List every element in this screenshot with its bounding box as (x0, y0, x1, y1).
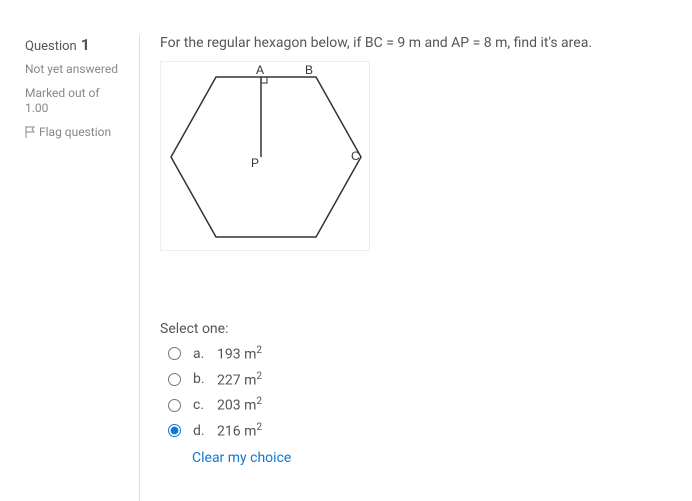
choice-value: 216 m2 (217, 422, 262, 440)
clear-choice-link[interactable]: Clear my choice (192, 450, 672, 466)
choice-radio-a[interactable] (168, 347, 181, 360)
answer-status: Not yet answered (25, 62, 124, 78)
svg-text:B: B (305, 63, 313, 77)
question-heading: Question 1 (25, 35, 124, 54)
choice-row: d.216 m2 (160, 422, 672, 440)
choices-list: a.193 m2b.227 m2c.203 m2d.216 m2 (160, 345, 672, 440)
question-sidebar: Question 1 Not yet answered Marked out o… (25, 35, 140, 501)
select-one-label: Select one: (160, 321, 672, 337)
flag-icon (25, 126, 35, 138)
question-text: For the regular hexagon below, if BC = 9… (160, 35, 672, 51)
hexagon-svg: A B C P (161, 62, 371, 252)
question-number: 1 (81, 35, 90, 54)
choice-row: a.193 m2 (160, 345, 672, 363)
choice-letter: d. (193, 423, 217, 439)
svg-text:P: P (251, 156, 259, 170)
flag-question-link[interactable]: Flag question (25, 125, 124, 141)
svg-text:A: A (256, 63, 264, 77)
choice-letter: b. (193, 371, 217, 387)
choice-value: 193 m2 (217, 345, 262, 363)
choice-radio-c[interactable] (168, 399, 181, 412)
choice-letter: c. (193, 397, 217, 413)
choice-letter: a. (193, 346, 217, 362)
choice-value: 203 m2 (217, 396, 262, 414)
choice-value: 227 m2 (217, 371, 262, 389)
question-content: For the regular hexagon below, if BC = 9… (140, 35, 672, 501)
hexagon-figure: A B C P (160, 61, 370, 251)
svg-text:C: C (351, 149, 360, 163)
question-label: Question (25, 39, 77, 54)
choice-radio-d[interactable] (168, 424, 181, 437)
choice-radio-b[interactable] (168, 373, 181, 386)
flag-label: Flag question (39, 125, 111, 141)
choice-row: b.227 m2 (160, 371, 672, 389)
marked-out-of: Marked out of 1.00 (25, 86, 124, 117)
choice-row: c.203 m2 (160, 396, 672, 414)
